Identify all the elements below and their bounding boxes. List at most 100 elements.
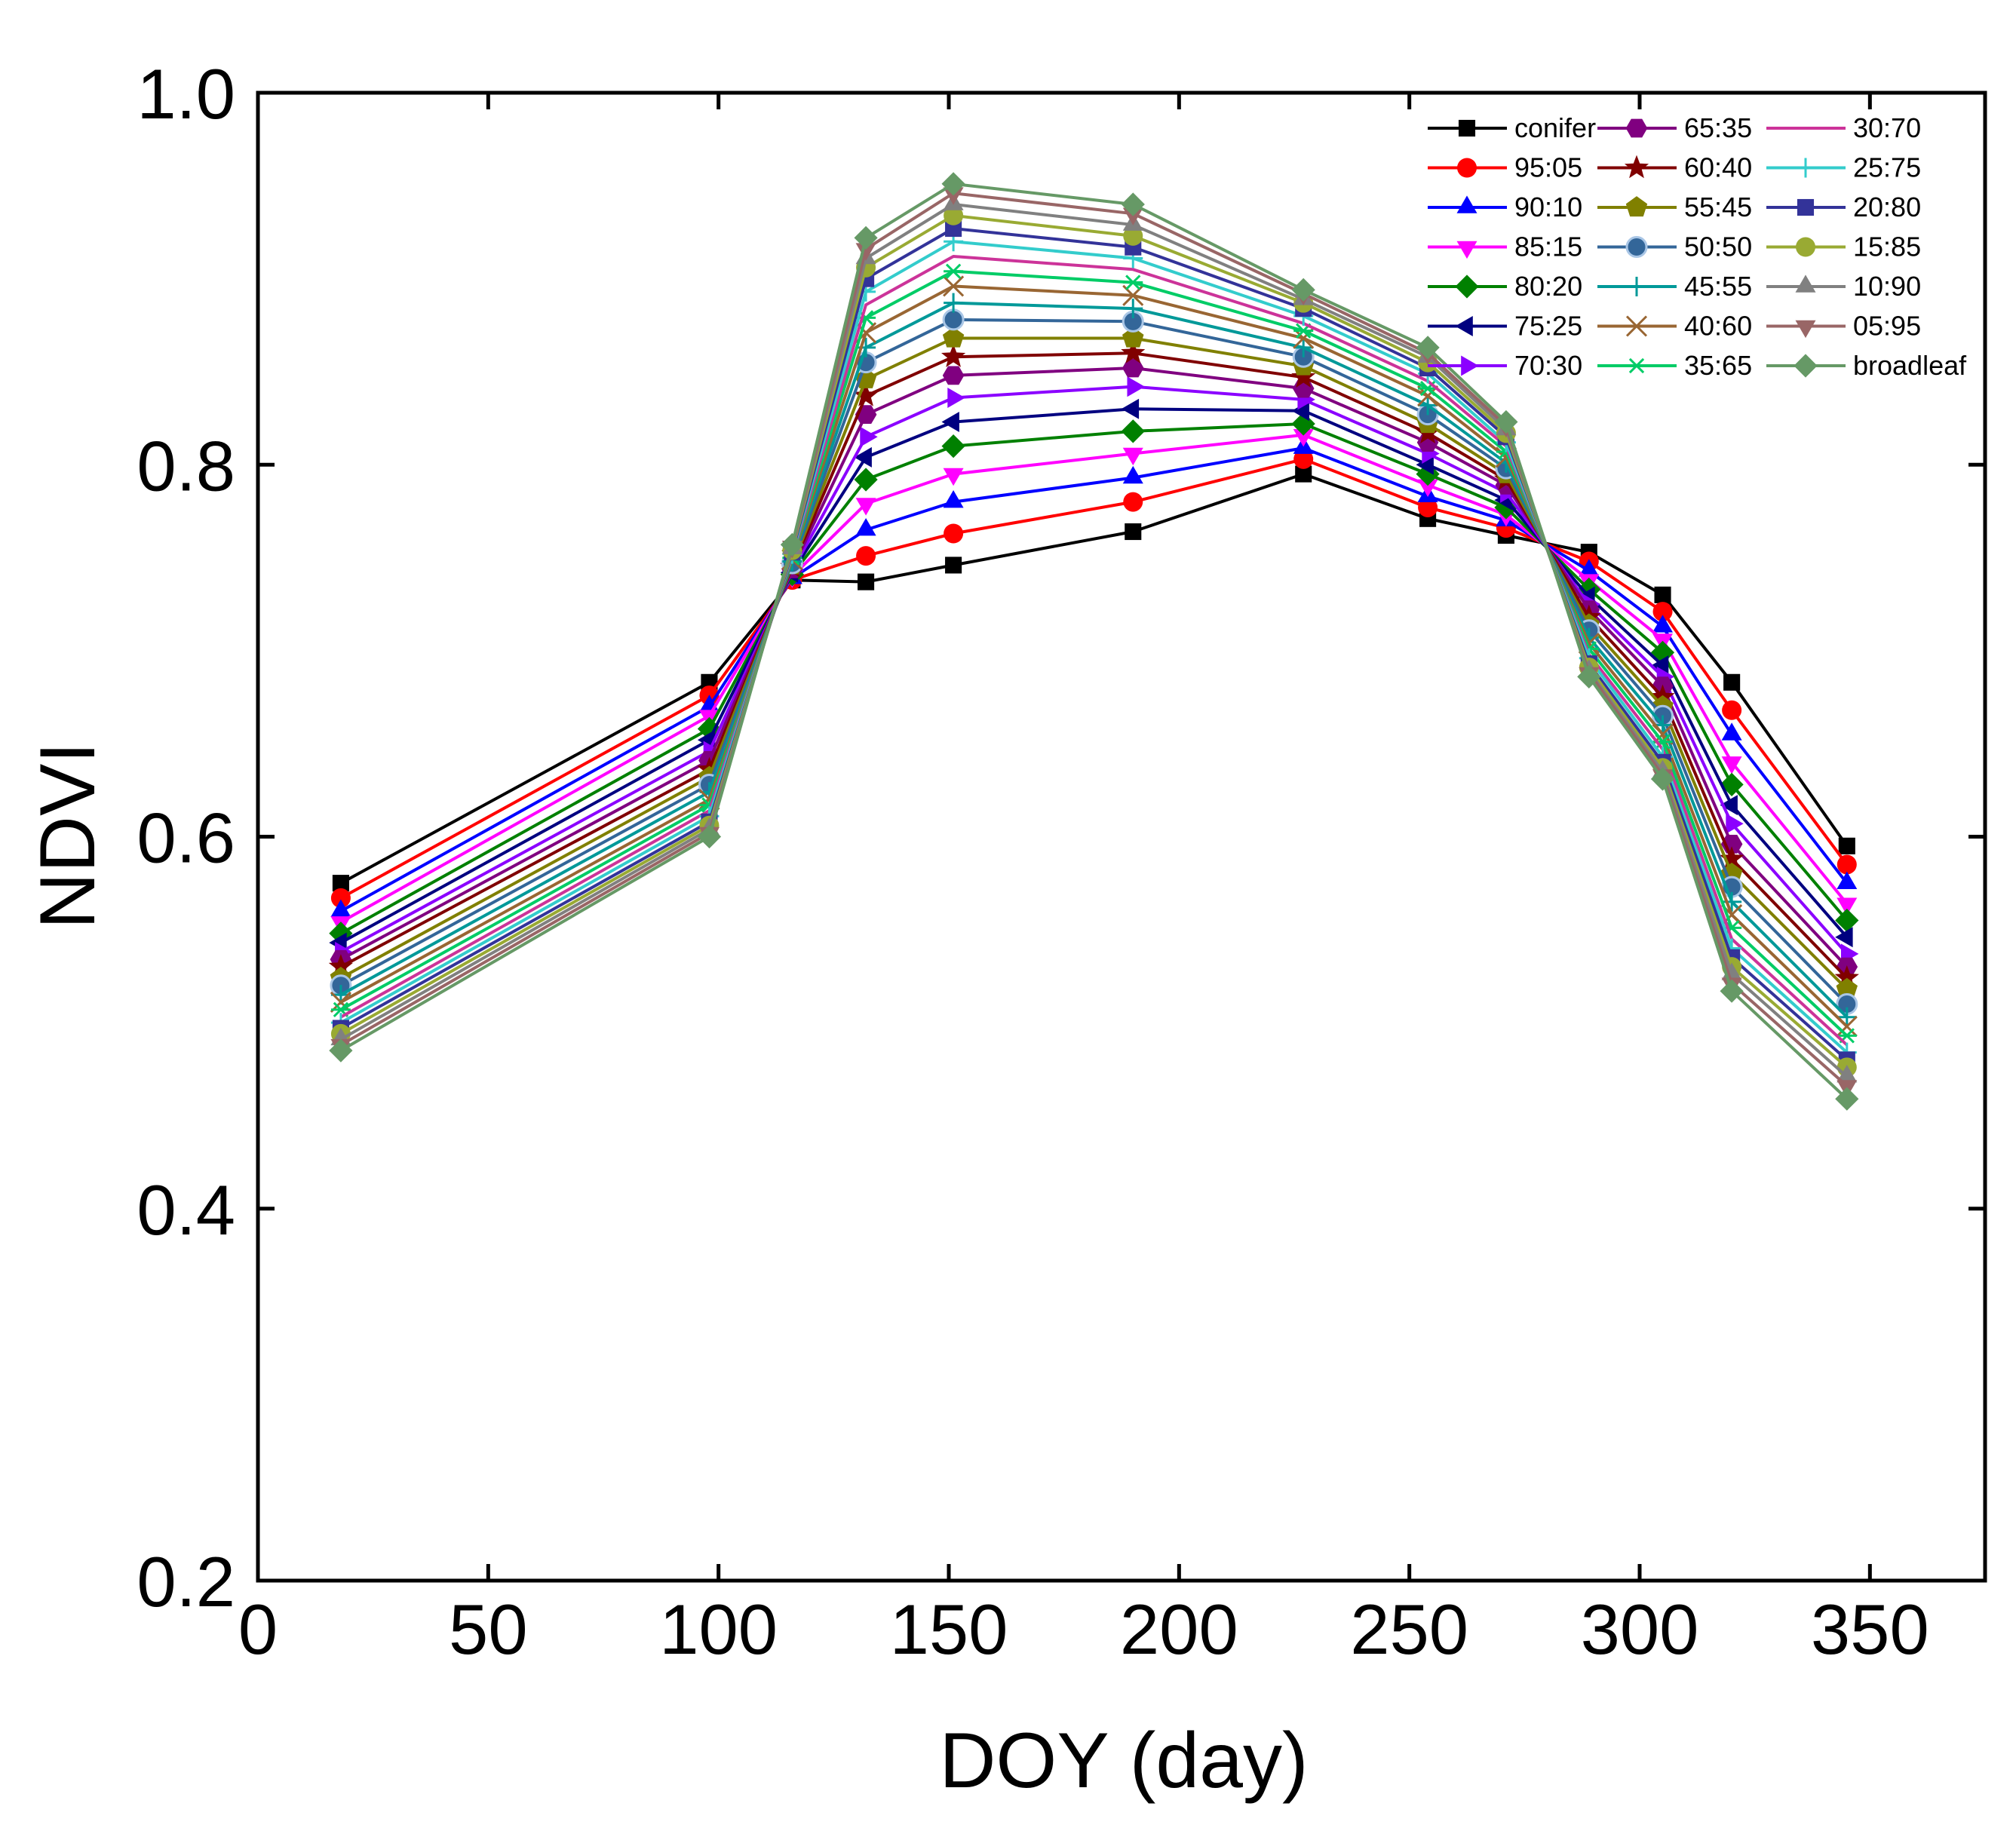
legend-label: 30:70 [1853,112,1921,143]
x-axis-label: DOY (day) [939,1717,1308,1805]
data-point [1291,400,1309,422]
data-point [1125,523,1142,541]
data-point [1293,337,1314,357]
legend-marker [1627,357,1646,374]
legend-label: 10:90 [1853,271,1921,302]
legend-label: broadleaf [1853,350,1967,381]
y-tick-label: 0.6 [137,799,235,878]
y-tick-label: 0.4 [137,1170,235,1250]
data-point [1835,1087,1859,1111]
legend-label: 15:85 [1853,232,1921,262]
data-point [1122,465,1143,484]
data-point [858,573,875,590]
data-point [856,546,876,566]
data-point [1494,409,1518,434]
legend-marker [1461,355,1479,376]
legend-item: 90:10 [1428,192,1582,222]
data-point [1122,327,1144,348]
data-point [1838,837,1855,854]
data-point [941,344,966,367]
legend-label: 35:65 [1684,350,1752,381]
y-tick-label: 0.2 [137,1542,235,1621]
data-point [943,275,965,297]
legend-marker [1625,118,1648,138]
legend-item: 65:35 [1597,112,1752,143]
data-point [854,446,872,468]
legend-marker [1795,274,1816,293]
legend-label: 25:75 [1853,152,1921,183]
data-point [860,426,878,447]
data-point [944,523,964,544]
legend-marker [1796,237,1815,257]
data-point [1122,358,1144,378]
legend-marker [1458,119,1476,137]
data-point [1650,767,1675,791]
data-point [854,468,878,492]
data-point [780,532,804,557]
data-point [329,1038,353,1063]
data-point [1654,586,1671,603]
legend-item: 70:30 [1428,350,1582,381]
data-point [943,187,964,205]
x-tick-label: 350 [1811,1590,1929,1669]
legend-label: 55:45 [1684,192,1752,222]
data-point [1726,813,1744,834]
legend-marker [1456,241,1477,259]
legend-item: 55:45 [1597,192,1752,222]
legend-item: 50:50 [1597,232,1752,262]
data-point [943,490,964,508]
data-point [1123,225,1143,246]
data-point [1121,398,1140,419]
legend-item: broadleaf [1766,350,1967,381]
data-point [855,243,876,261]
data-point [1579,559,1600,577]
data-point [1720,979,1744,1003]
data-point [1652,615,1673,633]
legend-marker [1794,354,1818,378]
data-point [943,468,964,486]
x-tick-label: 50 [449,1590,528,1669]
legend-marker [1795,320,1816,339]
data-point [1123,492,1143,512]
y-tick-label: 1.0 [137,54,235,133]
data-point [1836,871,1858,889]
data-point [332,875,349,892]
legend-label: 80:20 [1514,271,1582,302]
legend-item: 40:60 [1597,311,1752,342]
data-point [1722,700,1742,720]
series-layer [328,172,1859,1111]
data-point [947,388,965,408]
x-tick-label: 0 [238,1590,278,1669]
axis-layer: 0 50 100 150 200 250 300 350 0.2 0.4 0.6 0.8 1.0 [137,54,1987,1669]
data-point [1652,602,1673,622]
data-point [329,922,353,946]
data-point [855,498,876,516]
data-point [1721,722,1742,741]
data-point [330,888,351,908]
legend-marker [1625,315,1648,337]
data-point [1123,274,1143,290]
legend-item: 10:90 [1766,271,1921,302]
series-broadleaf [329,172,1859,1111]
legend-item: 05:95 [1766,311,1921,342]
legend-item: 20:80 [1766,192,1921,222]
legend-label: 40:60 [1684,311,1752,342]
legend-marker [1457,158,1477,178]
data-point [942,308,965,331]
y-axis-label: NDVI [24,742,112,929]
legend-label: 65:35 [1684,112,1752,143]
legend-label: 05:95 [1853,311,1921,342]
data-point [854,383,879,406]
data-point [1416,454,1434,475]
data-point [944,205,964,225]
legend-label: 50:50 [1684,232,1752,262]
legend-label: 60:40 [1684,152,1752,183]
legend-marker [1797,198,1815,216]
legend-marker [1625,196,1648,217]
legend-label: 90:10 [1514,192,1582,222]
data-point [1836,1065,1858,1083]
data-point [1723,673,1741,691]
x-tick-label: 150 [890,1590,1008,1669]
legend-marker [1455,274,1479,299]
